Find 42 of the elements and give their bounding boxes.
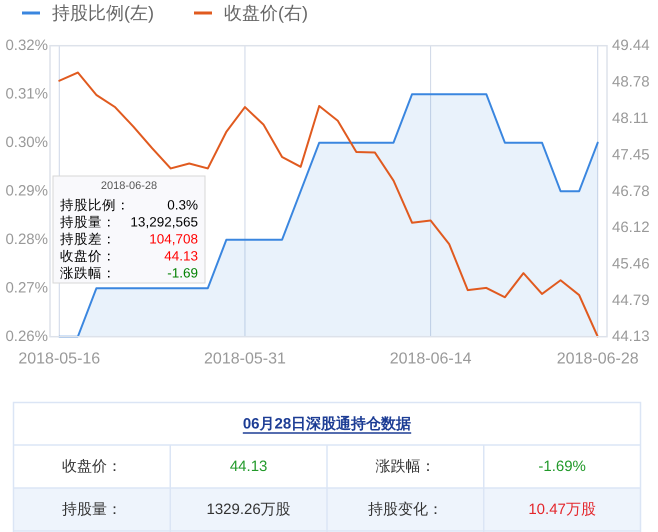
y-tick-label: 0.32%	[5, 37, 48, 54]
text: 涨跌幅：	[375, 458, 436, 475]
text: 06月28日深股通持仓数据	[242, 415, 412, 432]
y2-tick-label: 49.44	[612, 37, 650, 54]
y-tick-label: 0.29%	[5, 182, 48, 200]
y-tick-label: 0.28%	[5, 231, 48, 248]
x-tick-label: 2018-06-28	[556, 350, 639, 368]
y2-tick-label: 47.45	[612, 146, 650, 164]
y2-tick-label: 48.11	[612, 110, 648, 128]
x-tick-label: 2018-05-31	[204, 350, 286, 368]
annotation: -1.69	[167, 266, 198, 280]
y-tick-label: 0.26%	[5, 328, 48, 346]
annotation: 持股差：	[60, 232, 116, 246]
y2-tick-label: 44.13	[612, 328, 650, 346]
legend-label: 持股比例(左)	[52, 3, 154, 23]
annotation: 0.3%	[167, 198, 198, 212]
x-tick-label: 2018-05-16	[18, 350, 100, 368]
annotation: 收盘价：	[60, 248, 116, 264]
annotation: 13,292,565	[130, 214, 198, 230]
y2-tick-label: 46.12	[612, 219, 650, 236]
text: 44.13	[230, 458, 268, 475]
text: 1329.26万股	[206, 501, 291, 518]
annotation: 104,708	[149, 232, 198, 246]
y2-tick-label: 48.78	[612, 73, 650, 90]
legend-label: 收盘价(右)	[224, 3, 308, 23]
annotation: 2018-06-28	[100, 180, 158, 192]
y-tick-label: 0.30%	[5, 134, 48, 152]
y-tick-label: 0.31%	[5, 86, 48, 103]
annotation: 持股比例：	[60, 198, 130, 212]
y2-tick-label: 45.46	[612, 255, 650, 272]
annotation: 持股量：	[60, 214, 116, 230]
text: -1.69%	[538, 458, 586, 475]
y2-tick-label: 46.78	[612, 182, 650, 200]
text: 收盘价：	[62, 458, 122, 475]
annotation: 44.13	[164, 248, 198, 264]
y-tick-label: 0.27%	[5, 280, 48, 297]
y2-tick-label: 44.79	[612, 292, 650, 310]
text: 10.47万股	[528, 501, 596, 518]
text: 持股变化：	[368, 501, 443, 518]
x-tick-label: 2018-06-14	[390, 350, 472, 368]
text: 持股量：	[62, 501, 122, 518]
annotation: 涨跌幅：	[60, 266, 116, 280]
